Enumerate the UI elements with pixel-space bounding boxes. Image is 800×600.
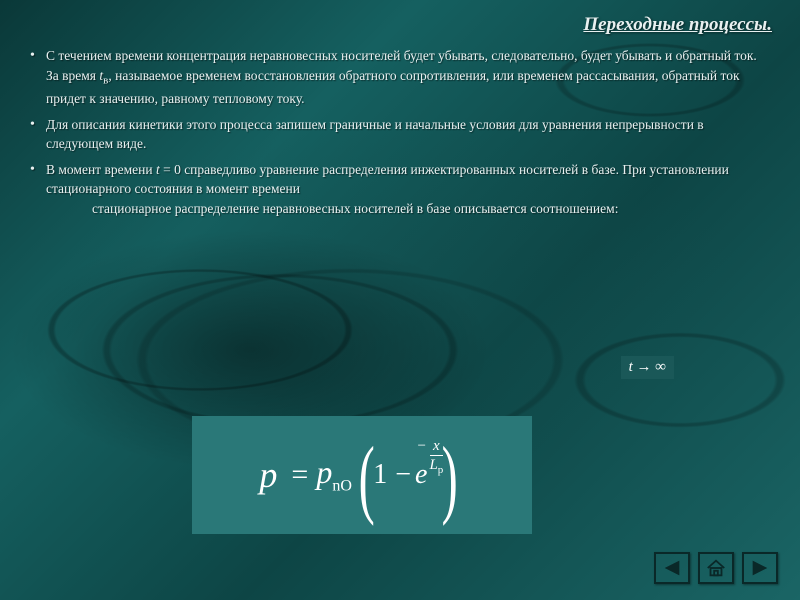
eq-pn0: pnO: [316, 454, 352, 495]
bullet-item: В момент времени t = 0 справедливо уравн…: [28, 160, 772, 219]
slide-container: Переходные процессы. С течением времени …: [0, 0, 800, 600]
paren-open-icon: (: [358, 439, 374, 518]
bullet-item: С течением времени концентрация неравнов…: [28, 46, 772, 109]
paren-close-icon: ): [442, 439, 458, 518]
negative-sign-icon: −: [417, 439, 425, 454]
equation-limit-text: t → ∞: [629, 359, 666, 375]
eq-e: e: [415, 459, 427, 491]
prev-button[interactable]: [654, 552, 690, 584]
next-button[interactable]: [742, 552, 778, 584]
equation-limit: t → ∞: [621, 356, 674, 379]
home-icon: [705, 558, 727, 578]
arrow-left-icon: [661, 558, 683, 578]
eq-p-subscript: nO: [332, 478, 352, 495]
navigation-bar: [654, 552, 778, 584]
eq-lhs: p: [259, 454, 277, 496]
equation-main: p = pnO ( 1 − e − x Lp ): [192, 416, 532, 534]
eq-one: 1: [373, 459, 387, 491]
eq-p-symbol: p: [316, 454, 332, 490]
slide-title: Переходные процессы.: [28, 14, 772, 36]
eq-equals: =: [291, 458, 308, 492]
bullet-item: Для описания кинетики этого процесса зап…: [28, 115, 772, 154]
arrow-right-icon: [749, 558, 771, 578]
eq-x: x: [433, 438, 440, 454]
eq-L: L: [429, 457, 437, 473]
bullet-list: С течением времени концентрация неравнов…: [28, 46, 772, 219]
eq-inner: 1 − e − x Lp: [381, 457, 443, 494]
minus-icon: −: [395, 459, 411, 491]
home-button[interactable]: [698, 552, 734, 584]
